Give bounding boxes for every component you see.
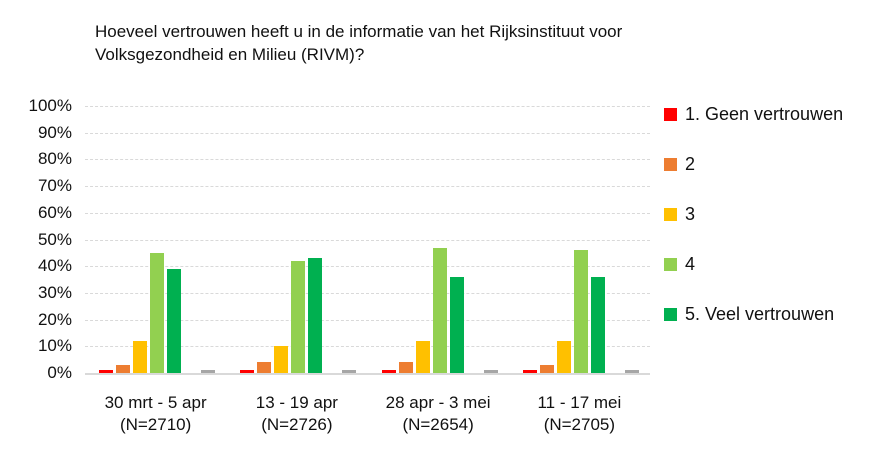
y-tick-label: 60% bbox=[37, 202, 72, 222]
bar-3 bbox=[556, 340, 571, 373]
legend-swatch bbox=[664, 208, 677, 221]
bar-group bbox=[226, 106, 367, 373]
bar-4 bbox=[573, 250, 588, 373]
gridline bbox=[85, 292, 650, 294]
legend-item-3: 3 bbox=[664, 204, 695, 225]
bar-3 bbox=[133, 340, 147, 373]
y-tick-label: 10% bbox=[37, 336, 72, 356]
legend-label: 1. Geen vertrouwen bbox=[685, 104, 844, 124]
gridline bbox=[85, 266, 650, 268]
plot-area bbox=[85, 106, 650, 375]
x-category-label: 30 mrt - 5 apr (N=2710) bbox=[85, 392, 226, 436]
gridline bbox=[85, 212, 650, 214]
bar-2 bbox=[398, 362, 413, 373]
gridline bbox=[85, 132, 650, 134]
bar-2 bbox=[116, 365, 130, 373]
x-category-label: 13 - 19 apr (N=2726) bbox=[226, 392, 367, 436]
bar-3 bbox=[415, 340, 430, 373]
y-tick-label: 50% bbox=[37, 229, 72, 249]
y-tick-label: 80% bbox=[37, 149, 72, 169]
legend-swatch bbox=[664, 108, 677, 121]
bar-veel-vertrouwen bbox=[449, 276, 464, 373]
x-category-period: 28 apr - 3 mei bbox=[385, 393, 491, 412]
legend-item-2: 2 bbox=[664, 154, 695, 175]
x-axis-line bbox=[85, 373, 650, 375]
bar-3 bbox=[274, 346, 289, 373]
y-tick-label: 100% bbox=[28, 96, 72, 115]
x-category-label: 11 - 17 mei (N=2705) bbox=[509, 392, 650, 436]
y-tick-label: 70% bbox=[37, 176, 72, 196]
bar-4 bbox=[291, 260, 306, 373]
bar-group bbox=[509, 106, 650, 373]
legend-swatch bbox=[664, 258, 677, 271]
gridline bbox=[85, 239, 650, 241]
bar-onbenoemd-grijs bbox=[624, 370, 639, 373]
bar-veel-vertrouwen bbox=[167, 268, 181, 373]
x-category-n: (N=2705) bbox=[543, 415, 616, 434]
x-category-period: 13 - 19 apr bbox=[255, 393, 338, 412]
legend-label: 5. Veel vertrouwen bbox=[685, 304, 835, 324]
bar-group bbox=[85, 106, 226, 373]
bar-veel-vertrouwen bbox=[308, 258, 323, 373]
x-category-period: 30 mrt - 5 apr bbox=[104, 393, 207, 412]
bar-4 bbox=[150, 252, 164, 373]
bar-geen-vertrouwen bbox=[522, 370, 537, 373]
legend-swatch bbox=[664, 308, 677, 321]
x-category-label: 28 apr - 3 mei (N=2654) bbox=[368, 392, 509, 436]
bar-onbenoemd-grijs bbox=[201, 370, 215, 373]
y-tick-label: 0% bbox=[47, 363, 72, 382]
bar-group bbox=[368, 106, 509, 373]
legend-swatch bbox=[664, 158, 677, 171]
chart-title: Hoeveel vertrouwen heeft u in de informa… bbox=[95, 22, 623, 64]
bar-2 bbox=[539, 365, 554, 373]
bar-geen-vertrouwen bbox=[381, 370, 396, 373]
y-tick-label: 40% bbox=[37, 256, 72, 276]
gridline bbox=[85, 319, 650, 321]
x-category-n: (N=2654) bbox=[402, 415, 474, 434]
legend-item-veel-vertrouwen: 5. Veel vertrouwen bbox=[664, 304, 834, 325]
gridline bbox=[85, 159, 650, 161]
y-tick-label: 20% bbox=[37, 309, 72, 329]
bar-onbenoemd-grijs bbox=[483, 370, 498, 373]
legend-label: 3 bbox=[685, 204, 696, 224]
x-category-period: 11 - 17 mei bbox=[537, 393, 622, 412]
bar-geen-vertrouwen bbox=[240, 370, 255, 373]
gridline bbox=[85, 106, 650, 107]
x-category-n: (N=2726) bbox=[261, 415, 333, 434]
gridline bbox=[85, 346, 650, 348]
legend-item-4: 4 bbox=[664, 254, 695, 275]
gridline bbox=[85, 186, 650, 188]
bar-2 bbox=[257, 362, 272, 373]
y-tick-label: 30% bbox=[37, 282, 72, 302]
bar-4 bbox=[432, 247, 447, 373]
y-tick-label: 90% bbox=[37, 122, 72, 142]
x-category-n: (N=2710) bbox=[119, 415, 192, 434]
legend-label: 2 bbox=[685, 154, 696, 174]
legend-item-geen-vertrouwen: 1. Geen vertrouwen bbox=[664, 104, 843, 125]
bar-veel-vertrouwen bbox=[590, 276, 605, 373]
bar-onbenoemd-grijs bbox=[342, 370, 357, 373]
bar-geen-vertrouwen bbox=[99, 370, 113, 373]
legend-label: 4 bbox=[685, 254, 696, 274]
